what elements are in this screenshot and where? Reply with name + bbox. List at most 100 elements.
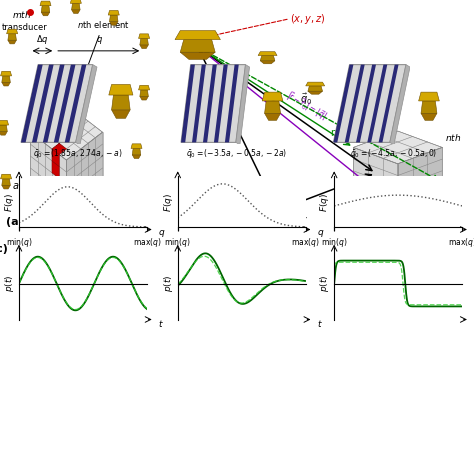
Polygon shape [214,65,228,142]
Polygon shape [131,144,142,148]
Polygon shape [140,45,148,49]
Polygon shape [30,104,102,160]
Polygon shape [76,65,97,145]
Polygon shape [41,6,50,12]
Text: min$(q)$: min$(q)$ [330,126,364,140]
Polygon shape [8,40,17,44]
Polygon shape [72,3,80,10]
Polygon shape [419,92,439,101]
Polygon shape [29,213,37,217]
Text: (a): (a) [6,217,24,227]
Text: Imaging domain: Imaging domain [36,210,116,220]
Polygon shape [398,148,442,199]
Polygon shape [52,149,59,166]
Y-axis label: $F(q)$: $F(q)$ [3,193,16,212]
Polygon shape [138,86,150,90]
Polygon shape [29,207,37,213]
Polygon shape [65,65,86,142]
Polygon shape [345,65,365,142]
Polygon shape [66,132,102,220]
Polygon shape [109,85,133,95]
Polygon shape [390,65,410,145]
Polygon shape [72,10,80,13]
Polygon shape [41,12,50,16]
Polygon shape [181,65,246,142]
Polygon shape [192,65,206,142]
Polygon shape [2,82,10,86]
Polygon shape [213,115,227,117]
Polygon shape [54,65,75,142]
Polygon shape [353,148,398,199]
Text: $\vec{r}_0$: $\vec{r}_0$ [334,189,344,205]
Y-axis label: $F(q)$: $F(q)$ [162,193,175,212]
Text: $\Delta q$: $\Delta q$ [36,33,49,46]
Text: $m$th: $m$th [191,75,210,86]
Polygon shape [203,65,217,142]
Polygon shape [356,65,376,142]
Text: $n$th: $n$th [446,132,462,143]
Polygon shape [21,65,43,142]
Polygon shape [262,92,283,101]
Text: $x$: $x$ [250,215,258,225]
Text: $y$: $y$ [300,215,308,226]
Polygon shape [0,174,11,179]
Polygon shape [111,95,130,110]
Text: $\bar{q}_0=(-4.5a,-0.5a,0)$: $\bar{q}_0=(-4.5a,-0.5a,0)$ [350,147,437,160]
Polygon shape [306,82,325,86]
Text: $t$: $t$ [158,318,164,328]
Text: transducer: transducer [1,23,47,32]
Polygon shape [8,34,17,40]
Polygon shape [52,144,66,154]
Polygon shape [111,110,130,118]
Polygon shape [264,101,281,113]
Polygon shape [108,10,119,15]
Polygon shape [104,195,115,200]
Text: $\bar{q}_0=(1.85a,2.74a,-a)$: $\bar{q}_0=(1.85a,2.74a,-a)$ [34,147,123,160]
Polygon shape [353,131,442,164]
Polygon shape [379,65,399,142]
Polygon shape [140,38,148,45]
Polygon shape [132,148,141,155]
Polygon shape [105,207,113,210]
Text: $(x_0, y_0, z_0)$: $(x_0, y_0, z_0)$ [394,202,440,215]
Text: $q$: $q$ [96,35,103,46]
Polygon shape [69,218,77,222]
Polygon shape [30,132,66,220]
Polygon shape [308,86,322,91]
Polygon shape [367,65,387,142]
Polygon shape [180,52,215,59]
Y-axis label: $F(q)$: $F(q)$ [319,193,331,212]
Polygon shape [0,131,7,135]
Text: $(x, y, z)$: $(x, y, z)$ [290,12,325,26]
Polygon shape [132,155,141,158]
Y-axis label: $p(t)$: $p(t)$ [162,275,175,292]
Text: $\vec{q}_0$: $\vec{q}_0$ [300,91,312,107]
Polygon shape [70,0,82,3]
Polygon shape [140,96,148,100]
Y-axis label: $p(t)$: $p(t)$ [319,275,331,292]
Polygon shape [40,1,51,6]
Polygon shape [210,106,229,109]
Text: $t$: $t$ [317,318,323,328]
Polygon shape [260,55,275,61]
Text: $m$th: $m$th [12,9,32,20]
Polygon shape [109,15,118,22]
Polygon shape [138,34,150,38]
Polygon shape [333,65,354,142]
Polygon shape [421,101,437,113]
Polygon shape [225,65,239,142]
Text: (c): (c) [0,244,8,254]
Polygon shape [2,76,10,82]
Polygon shape [0,71,11,76]
Polygon shape [236,65,249,145]
Y-axis label: $p(t)$: $p(t)$ [3,275,16,292]
Polygon shape [2,179,10,185]
Polygon shape [308,91,322,94]
Text: $a$: $a$ [11,181,19,191]
Polygon shape [43,65,64,142]
Polygon shape [181,65,195,142]
Polygon shape [175,31,220,40]
Polygon shape [180,40,215,52]
Polygon shape [258,52,277,55]
Polygon shape [0,125,7,131]
